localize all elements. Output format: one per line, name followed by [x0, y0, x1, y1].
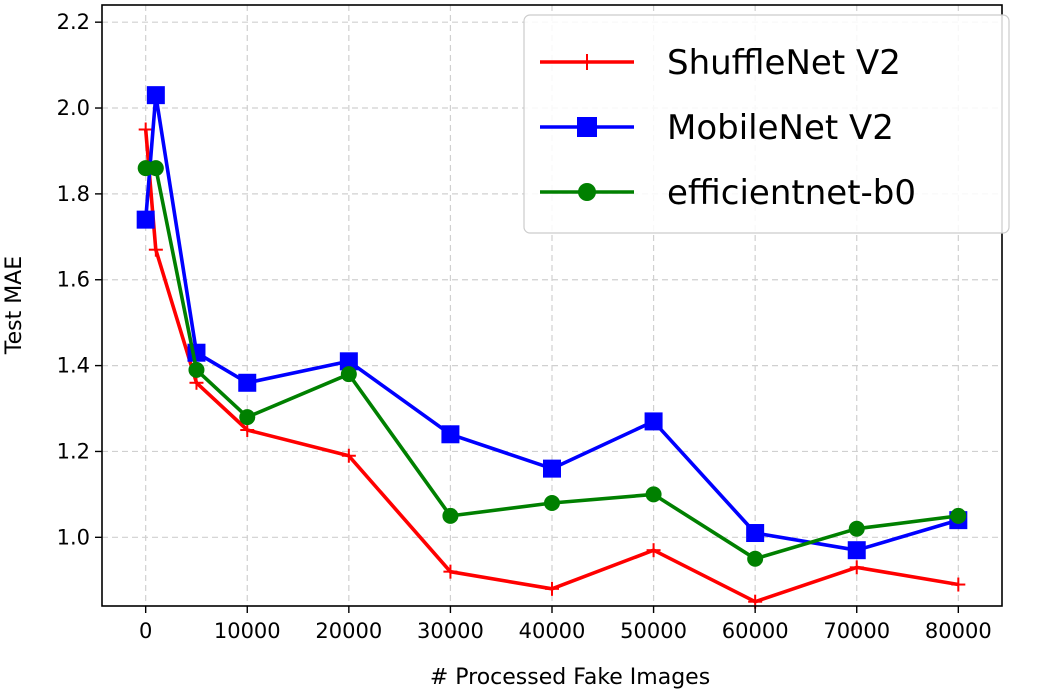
data-point: [950, 507, 967, 524]
data-point: [341, 448, 356, 463]
data-point: [146, 86, 165, 105]
y-tick-label: 1.6: [57, 268, 90, 292]
data-point: [340, 366, 357, 383]
x-tick-label: 30000: [417, 619, 484, 643]
axis-ticks: 0 10000 20000 30000 40000 50000 60000 70000 8000…: [57, 10, 992, 643]
x-axis-label: # Processed Fake Images: [430, 665, 710, 690]
legend: ShuffleNet V2 MobileNet V2 efficientnet-b0: [523, 14, 1010, 234]
x-tick-label: 0: [139, 619, 152, 643]
legend-label: efficientnet-b0: [667, 173, 916, 213]
data-point: [339, 352, 358, 371]
data-point: [544, 494, 560, 511]
y-tick-label: 1.2: [57, 439, 90, 463]
legend-marker: [577, 117, 597, 137]
data-point: [138, 122, 153, 137]
legend-box: [523, 14, 1010, 234]
series-plus: [138, 122, 966, 609]
data-point: [239, 409, 256, 426]
data-point: [644, 412, 663, 431]
y-tick-label: 1.4: [57, 354, 90, 378]
data-point: [746, 524, 765, 543]
data-point: [848, 520, 865, 537]
legend-marker: [578, 183, 596, 201]
legend-label: MobileNet V2: [667, 108, 894, 148]
data-point: [441, 425, 460, 444]
data-point: [147, 160, 164, 177]
data-point: [747, 550, 764, 567]
data-point: [136, 210, 155, 229]
series-circle: [137, 160, 967, 567]
series-square: [136, 86, 968, 560]
series-layer: [136, 86, 968, 609]
data-point: [849, 560, 864, 575]
data-point: [951, 577, 966, 592]
y-tick-label: 2.0: [57, 96, 90, 120]
legend-entry: efficientnet-b0: [540, 173, 916, 213]
legend-label: ShuffleNet V2: [667, 43, 901, 83]
data-point: [240, 422, 255, 437]
data-point: [148, 242, 163, 257]
x-tick-label: 10000: [214, 619, 281, 643]
data-point: [646, 543, 661, 558]
legend-entry: ShuffleNet V2: [540, 43, 901, 83]
legend-entry: MobileNet V2: [540, 108, 894, 148]
data-point: [545, 581, 559, 596]
data-point: [188, 361, 205, 378]
x-tick-label: 50000: [620, 619, 687, 643]
x-tick-label: 20000: [315, 619, 382, 643]
data-point: [847, 541, 866, 560]
data-point: [189, 375, 204, 390]
data-point: [543, 459, 561, 478]
x-tick-label: 60000: [722, 619, 789, 643]
y-tick-label: 1.8: [57, 182, 90, 206]
y-tick-label: 2.2: [57, 10, 90, 34]
data-point: [645, 486, 662, 503]
data-point: [443, 564, 458, 579]
y-axis-label: Test MAE: [2, 256, 27, 355]
x-tick-label: 80000: [925, 619, 992, 643]
y-tick-label: 1.0: [57, 525, 90, 549]
legend-marker: [579, 54, 595, 70]
data-point: [238, 373, 257, 392]
data-point: [442, 507, 459, 524]
x-tick-label: 70000: [823, 619, 890, 643]
x-tick-label: 40000: [519, 619, 586, 643]
